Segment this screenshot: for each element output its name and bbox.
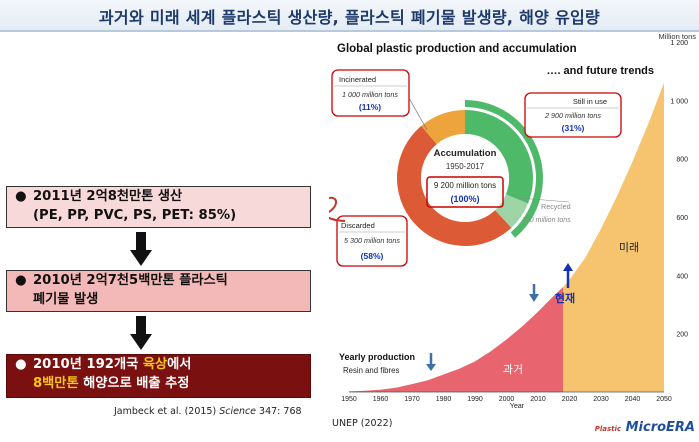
- x-tick-label: 2010: [530, 396, 546, 403]
- donut-outer-ring: [465, 100, 543, 238]
- production-line2: (PE, PP, PVC, PS, PET: 85%): [33, 208, 237, 223]
- y-tick-label: 1 200: [670, 40, 688, 47]
- micro-era-logo: Plastic MicroERA: [594, 420, 695, 435]
- incinerated-pct: (11%): [359, 102, 381, 112]
- area-chart: 1950 1960 1970 1980 1990 2000 2010 2020 2030 2040…: [341, 40, 688, 403]
- plastic-figure: 1950 1960 1970 1980 1990 2000 2010 2020 2030 2040…: [329, 32, 696, 410]
- donut-slice-discarded: [396, 125, 512, 247]
- donut-slice-still-in-use: [465, 110, 533, 204]
- waste-line1: 2010년 2억7천5백만톤 플라스틱: [33, 273, 228, 288]
- waste-box: ● 2010년 2억7천5백만톤 플라스틱 폐기물 발생: [6, 270, 311, 312]
- still-in-use-callout: [524, 92, 622, 138]
- x-tick-label: 2030: [593, 396, 609, 403]
- area-series-future: [563, 82, 664, 393]
- now-label: 현재: [555, 291, 575, 305]
- figure-subtitle: …. and future trends: [546, 65, 654, 77]
- x-tick-label: 2000: [499, 396, 515, 403]
- title-bar: 과거와 미래 세계 플라스틱 생산량, 플라스틱 폐기물 발생량, 해양 유입량: [0, 0, 699, 32]
- accumulation-donut: [396, 100, 543, 247]
- recycled-label: Recycled: [541, 202, 571, 211]
- x-tick-label: 1980: [436, 396, 452, 403]
- production-line1: 2011년 2억8천만톤 생산: [33, 189, 183, 204]
- y-tick-label: 1 000: [670, 98, 688, 105]
- donut-center-title: Accumulation: [434, 148, 497, 159]
- y-tick-label: 400: [676, 273, 688, 280]
- arrow-2008-icon: [529, 284, 539, 302]
- donut-total-value: 9 200 million tons: [434, 181, 496, 190]
- still-in-use-value: 2 900 million tons: [544, 111, 601, 120]
- production-box: ● 2011년 2억8천만톤 생산 (PE, PP, PVC, PS, PET:…: [6, 186, 311, 228]
- x-tick-label: 1950: [341, 396, 357, 403]
- donut-slice-incinerated: [421, 110, 465, 145]
- bullet: ●: [15, 273, 27, 288]
- still-in-use-pct: (31%): [562, 123, 585, 133]
- bullet: ●: [15, 189, 27, 204]
- past-label: 과거: [503, 363, 523, 376]
- x-axis-label: Year: [510, 403, 525, 410]
- x-tick-label: 1990: [467, 396, 483, 403]
- donut-total-pct: (100%): [450, 194, 479, 204]
- yearly-production-sub: Resin and fibres: [343, 366, 399, 375]
- slide-title: 과거와 미래 세계 플라스틱 생산량, 플라스틱 폐기물 발생량, 해양 유입량: [98, 8, 601, 27]
- x-tick-label: 2040: [625, 396, 641, 403]
- citation: Jambeck et al. (2015) Science 347: 768: [114, 406, 302, 417]
- unit-label: Million tons: [658, 32, 696, 41]
- source-label: UNEP (2022): [332, 418, 393, 429]
- y-tick-label: 800: [676, 157, 688, 164]
- x-tick-label: 2050: [656, 396, 672, 403]
- y-tick-label: 600: [676, 215, 688, 222]
- now-arrow-icon: [563, 263, 573, 288]
- ocean-line2: 8백만톤 해양으로 배출 추정: [33, 376, 190, 391]
- highlight-amount: 8백만톤: [33, 376, 79, 391]
- down-arrow-icon: [130, 232, 152, 266]
- x-tick-label: 2020: [562, 396, 578, 403]
- waste-line2: 폐기물 발생: [33, 292, 99, 307]
- down-arrow-icon: [130, 316, 152, 350]
- recycled-value: 700 million tons: [522, 217, 571, 224]
- discarded-pct: (58%): [361, 251, 384, 261]
- discarded-callout: [336, 215, 408, 267]
- donut-center-years: 1950-2017: [446, 162, 485, 171]
- x-tick-label: 1960: [373, 396, 389, 403]
- still-in-use-label: Still in use: [573, 97, 607, 106]
- figure-title: Global plastic production and accumulati…: [337, 43, 577, 55]
- ocean-line1: 2010년 192개국 육상에서: [33, 357, 192, 372]
- incinerated-label: Incinerated: [339, 75, 376, 84]
- total-highlight-box: [426, 176, 504, 208]
- yearly-production-label: Yearly production: [339, 352, 415, 362]
- discarded-label: Discarded: [341, 221, 375, 230]
- discarded-value: 5 300 million tons: [344, 236, 400, 245]
- y-tick-label: 200: [676, 332, 688, 339]
- highlight-land: 육상: [142, 357, 168, 372]
- area-series-past: [349, 287, 564, 392]
- arrow-1975-icon: [426, 353, 436, 371]
- incinerated-callout: [331, 69, 410, 117]
- future-label: 미래: [619, 241, 639, 254]
- curl-arrow-icon: [329, 196, 346, 222]
- ocean-box: ● 2010년 192개국 육상에서 8백만톤 해양으로 배출 추정: [6, 354, 311, 398]
- bullet: ●: [15, 357, 27, 372]
- x-tick-label: 1970: [404, 396, 420, 403]
- incinerated-value: 1 000 million tons: [342, 90, 398, 99]
